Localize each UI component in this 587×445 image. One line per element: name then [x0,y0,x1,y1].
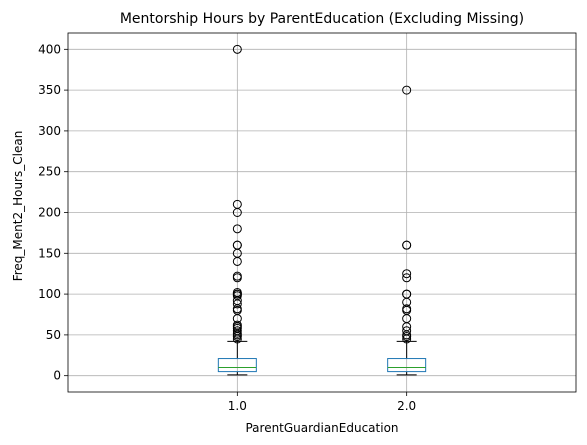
outlier-point [232,271,242,281]
outlier-point [402,240,412,250]
outlier-point [402,85,412,95]
x-tick-label: 2.0 [397,399,416,413]
axis-layer: 0 50 100 150 200 250 300 350 400 1.0 2.0 [38,32,577,413]
y-tick-label: 400 [38,42,61,56]
y-tick-label: 350 [38,83,61,97]
y-tick-label: 200 [38,206,61,220]
outlier-point [402,326,412,336]
x-tick-label: 1.0 [228,399,247,413]
plot-layer [217,44,427,376]
y-axis-label: Freq_Ment2_Hours_Clean [11,131,25,282]
outlier-point [232,326,242,336]
y-tick-label: 100 [38,287,61,301]
outlier-point [232,287,242,297]
chart-title: Mentorship Hours by ParentEducation (Exc… [120,11,524,27]
iqr-box [387,358,427,373]
outlier-point [232,240,242,250]
outlier-point [402,273,412,283]
outlier-point [402,289,412,299]
plot-frame [67,32,577,393]
outlier-point [232,44,242,54]
outlier-point [232,199,242,209]
iqr-box [217,358,257,373]
y-tick-label: 50 [46,328,61,342]
outlier-point [402,269,412,279]
box-group [387,85,427,376]
outlier-point [402,304,412,314]
outlier-point [232,224,242,234]
y-tick-label: 0 [53,369,61,383]
box-group [217,44,257,376]
y-tick-label: 250 [38,165,61,179]
outlier-point [232,320,242,330]
y-tick-label: 300 [38,124,61,138]
y-tick-label: 150 [38,246,61,260]
x-axis-label: ParentGuardianEducation [245,421,398,435]
